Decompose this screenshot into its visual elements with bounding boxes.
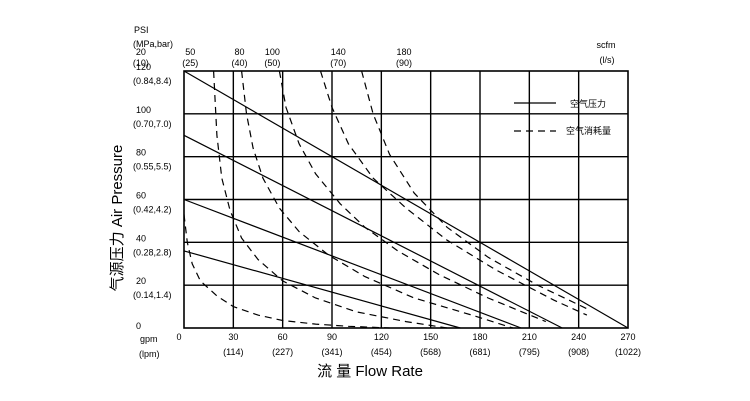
y-tick-label: 100 — [136, 105, 151, 115]
y-tick-label: 40 — [136, 233, 146, 243]
y-tick-sublabel: (0.14,1.4) — [133, 290, 172, 300]
air-consumption-curve — [213, 70, 448, 329]
air-consumption-curve — [361, 70, 588, 310]
y-tick-sublabel: (0.84,8.4) — [133, 76, 172, 86]
x-tick-sublabel: (1022) — [615, 347, 641, 357]
y-tick-label: 0 — [136, 321, 141, 331]
y-tick-label: 20 — [136, 276, 146, 286]
y-tick-label: 120 — [136, 62, 151, 72]
plot-grid — [184, 71, 628, 328]
y-tick-sublabel: (0.42,4.2) — [133, 205, 172, 215]
axis-labels: 0 30 (114) 60 (227) 90 (341) 120 (454) 150 (568) 18… — [133, 47, 641, 357]
x-tick-sublabel: (568) — [420, 347, 441, 357]
legend-solid-label: 空气压力 — [570, 98, 606, 109]
x-tick-sublabel: (795) — [519, 347, 540, 357]
x-tick-label: 210 — [522, 332, 537, 342]
air-consumption-tick-sublabel: (40) — [232, 58, 248, 68]
y-axis-title: 气源压力 Air Pressure — [109, 145, 126, 292]
y-unit-primary: PSI — [134, 25, 149, 35]
air-consumption-tick-label: 180 — [396, 47, 411, 57]
x-tick-label: 60 — [278, 332, 288, 342]
air-consumption-tick-label: 80 — [235, 47, 245, 57]
air-consumption-curve — [241, 70, 514, 329]
performance-curves — [183, 70, 629, 329]
air-consumption-tick-label: 20 — [136, 47, 146, 57]
air-pressure-line — [183, 70, 629, 329]
top-unit-secondary: (l/s) — [600, 55, 615, 65]
air-pressure-line — [183, 250, 461, 329]
x-tick-label: 90 — [327, 332, 337, 342]
x-tick-sublabel: (341) — [321, 347, 342, 357]
x-axis-title: 流 量 Flow Rate — [317, 363, 423, 380]
x-tick-sublabel: (227) — [272, 347, 293, 357]
legend-dashed-label: 空气消耗量 — [566, 125, 611, 136]
air-consumption-tick-sublabel: (25) — [182, 58, 198, 68]
y-unit-secondary: (MPa,bar) — [133, 39, 173, 49]
air-consumption-curve — [183, 214, 390, 329]
air-pressure-line — [183, 198, 522, 329]
x-tick-label: 180 — [472, 332, 487, 342]
y-tick-label: 60 — [136, 191, 146, 201]
air-consumption-tick-sublabel: (10) — [133, 58, 149, 68]
y-tick-sublabel: (0.28,2.8) — [133, 247, 172, 257]
air-consumption-tick-label: 50 — [185, 47, 195, 57]
x-tick-label: 150 — [423, 332, 438, 342]
x-tick-label: 30 — [228, 332, 238, 342]
x-tick-label: 120 — [374, 332, 389, 342]
x-tick-sublabel: (908) — [568, 347, 589, 357]
air-consumption-curve — [319, 70, 588, 316]
x-unit-primary: gpm — [140, 334, 158, 344]
air-consumption-tick-sublabel: (70) — [330, 58, 346, 68]
x-unit-secondary: (lpm) — [139, 349, 160, 359]
y-tick-sublabel: (0.70,7.0) — [133, 119, 172, 129]
x-tick-sublabel: (681) — [469, 347, 490, 357]
air-consumption-tick-sublabel: (50) — [264, 58, 280, 68]
x-tick-label: 270 — [620, 332, 635, 342]
top-unit-primary: scfm — [597, 40, 616, 50]
air-consumption-curve — [278, 70, 547, 323]
x-tick-label: 240 — [571, 332, 586, 342]
legend: 空气压力 空气消耗量 — [514, 98, 611, 136]
air-consumption-tick-label: 140 — [331, 47, 346, 57]
air-consumption-tick-sublabel: (90) — [396, 58, 412, 68]
y-tick-sublabel: (0.55,5.5) — [133, 162, 172, 172]
x-tick-sublabel: (114) — [223, 347, 243, 357]
air-consumption-tick-label: 100 — [265, 47, 280, 57]
x-tick-label: 0 — [176, 332, 181, 342]
y-tick-label: 80 — [136, 148, 146, 158]
air-pressure-line — [183, 134, 563, 329]
x-tick-sublabel: (454) — [371, 347, 392, 357]
